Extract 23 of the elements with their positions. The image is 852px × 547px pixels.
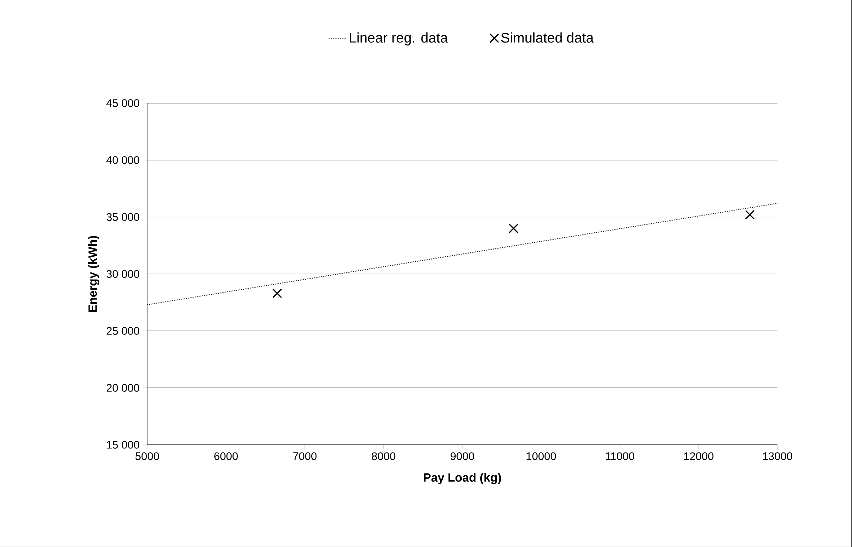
y-axis-title: Energy (kWh)	[88, 236, 100, 312]
x-tick-label: 12000	[684, 452, 714, 460]
x-tick-label: 11000	[606, 452, 635, 460]
y-tick-label: 40 000	[106, 156, 140, 164]
x-tick-label: 7000	[293, 452, 317, 460]
y-tick-label: 35 000	[106, 213, 140, 221]
point	[508, 224, 519, 234]
x-tick-label: 10000	[526, 452, 556, 460]
x-tick-label: 9000	[450, 452, 474, 460]
y-tick-label: 30 000	[106, 270, 140, 278]
legend-label: Linear reg. data	[350, 32, 448, 46]
x-tick-label: 8000	[372, 452, 396, 460]
y-tick-label: 15 000	[107, 440, 140, 449]
x-tick-label: 5000	[136, 452, 160, 460]
legend-label: Simulated data	[501, 32, 594, 43]
y-tick-label: 25 000	[106, 327, 140, 335]
x-tick-label: 6000	[214, 452, 238, 460]
x-tick-label: 13000	[763, 452, 792, 460]
y-tick-label: 20 000	[106, 384, 140, 392]
point	[745, 210, 755, 220]
x-axis-title: Pay Load (kg)	[424, 473, 502, 484]
y-tick-label: 45 000	[106, 99, 140, 108]
point	[272, 288, 282, 298]
